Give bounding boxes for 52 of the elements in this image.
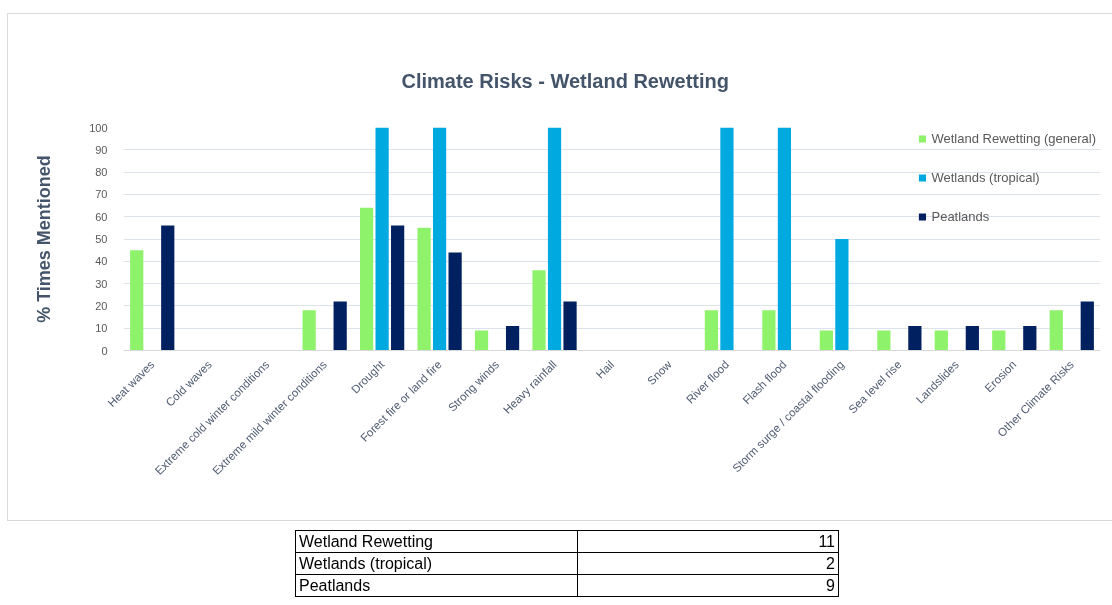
bar xyxy=(448,252,462,351)
bar xyxy=(474,330,489,351)
bar xyxy=(704,310,719,351)
y-tick-label: 100 xyxy=(89,121,108,134)
text: Peatlands xyxy=(295,574,578,597)
bar xyxy=(130,250,144,351)
bar xyxy=(432,127,447,351)
y-tick-label: 40 xyxy=(95,255,108,268)
bar xyxy=(1080,301,1094,351)
bar xyxy=(547,127,562,351)
text: 2 xyxy=(577,552,839,575)
y-tick-label: 30 xyxy=(95,277,108,290)
y-tick-label: 80 xyxy=(95,166,108,179)
bar xyxy=(762,310,776,351)
text: 11 xyxy=(577,530,839,553)
bar xyxy=(908,325,922,351)
bar xyxy=(333,301,347,351)
bar xyxy=(391,225,405,351)
bar xyxy=(992,330,1006,351)
y-tick-label: 0 xyxy=(101,344,108,357)
bar xyxy=(777,127,792,351)
bar xyxy=(1049,310,1063,351)
bar xyxy=(161,225,175,351)
bar xyxy=(934,330,948,351)
bar xyxy=(720,127,734,351)
text: Wetlands (tropical) xyxy=(295,552,578,575)
y-tick-label: 60 xyxy=(95,210,108,223)
legend-label: Peatlands xyxy=(931,209,990,224)
legend-label: Wetlands (tropical) xyxy=(931,170,1040,185)
bar xyxy=(965,325,979,351)
y-tick-label: 20 xyxy=(95,299,108,312)
bar xyxy=(819,330,833,351)
bar xyxy=(835,239,849,351)
bar xyxy=(375,127,389,351)
bar xyxy=(1023,325,1037,351)
y-tick-label: 90 xyxy=(95,143,108,156)
y-tick-label: 10 xyxy=(95,322,108,335)
bar xyxy=(302,310,316,351)
y-tick-label: 70 xyxy=(95,188,108,201)
text: Wetland Rewetting xyxy=(295,530,578,553)
x-tick-label: Hail xyxy=(593,358,617,381)
bar xyxy=(532,270,546,351)
bar xyxy=(359,207,374,351)
text: 9 xyxy=(577,574,839,597)
bar xyxy=(417,227,431,351)
y-axis-title: % Times Mentioned xyxy=(34,155,55,323)
y-tick-label: 50 xyxy=(95,233,108,245)
bar xyxy=(563,301,577,351)
legend-label: Wetland Rewetting (general) xyxy=(931,131,1096,146)
chart-title: Climate Risks - Wetland Rewetting xyxy=(401,70,729,92)
bar xyxy=(877,330,891,351)
bar xyxy=(505,325,520,351)
